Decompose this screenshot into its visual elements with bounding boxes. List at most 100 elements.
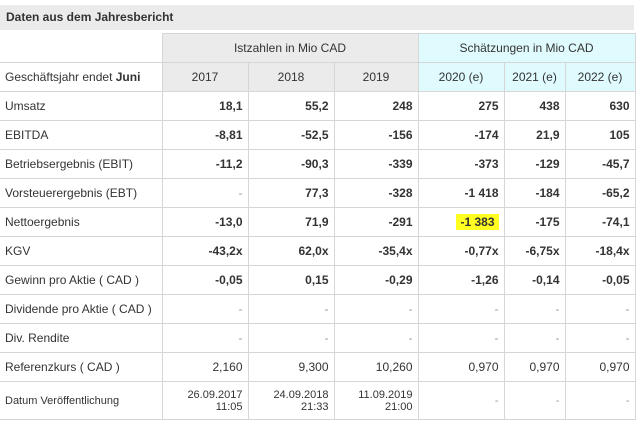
- year-header: 2022 (e): [564, 62, 636, 92]
- row-label: Umsatz: [0, 91, 163, 121]
- cell-value: 105: [564, 120, 636, 150]
- cell-value: -0,05: [564, 265, 636, 295]
- cell-value: -1 418: [417, 178, 505, 208]
- highlighted-value: -1 383: [456, 214, 499, 230]
- row-label: Referenzkurs ( CAD ): [0, 352, 163, 382]
- cell-value: -328: [333, 178, 419, 208]
- fiscal-month: Juni: [115, 70, 141, 84]
- cell-value: -184: [503, 178, 566, 208]
- header-empty: [0, 33, 163, 63]
- section-title: Daten aus dem Jahresbericht: [0, 5, 634, 30]
- cell-value: 248: [333, 91, 419, 121]
- cell-value: 24.09.2018 21:33: [247, 381, 335, 420]
- cell-value: 0,970: [417, 352, 505, 382]
- cell-value: -0,14: [503, 265, 566, 295]
- fiscal-label-text: Geschäftsjahr endet: [5, 70, 116, 84]
- table-row: Dividende pro Aktie ( CAD ) - - - - - -: [0, 294, 636, 324]
- cell-value: -: [333, 323, 419, 353]
- cell-value: -291: [333, 207, 419, 237]
- cell-value: -: [161, 294, 249, 324]
- cell-value: -: [161, 178, 249, 208]
- date-part: 21:00: [384, 400, 413, 413]
- cell-value: -18,4x: [564, 236, 636, 266]
- cell-value: -0,05: [161, 265, 249, 295]
- cell-value: 438: [503, 91, 566, 121]
- row-label: Vorsteuerergebnis (EBT): [0, 178, 163, 208]
- year-header: 2018: [247, 62, 335, 92]
- row-label: Datum Veröffentlichung: [0, 381, 163, 420]
- year-header: 2019: [333, 62, 419, 92]
- year-header: 2021 (e): [503, 62, 566, 92]
- cell-value: 10,260: [333, 352, 419, 382]
- table-row: Vorsteuerergebnis (EBT) -77,3 -328 -1 418 -1…: [0, 178, 636, 208]
- cell-value: -43,2x: [161, 236, 249, 266]
- row-label: Gewinn pro Aktie ( CAD ): [0, 265, 163, 295]
- cell-value: -11,2: [161, 149, 249, 179]
- cell-value: -1 383: [417, 207, 505, 237]
- cell-value: -35,4x: [333, 236, 419, 266]
- cell-value: 21,9: [503, 120, 566, 150]
- cell-value: -65,2: [564, 178, 636, 208]
- table-row: Div. Rendite - - - - - -: [0, 323, 636, 353]
- cell-value: -74,1: [564, 207, 636, 237]
- table-row: Referenzkurs ( CAD ) 2,160 9,300 10,260 0,97…: [0, 352, 636, 382]
- cell-value: 2,160: [161, 352, 249, 382]
- date-part: 21:33: [300, 400, 329, 413]
- cell-value: -: [503, 381, 566, 420]
- cell-value: -: [247, 323, 335, 353]
- cell-value: 71,9: [247, 207, 335, 237]
- table-row: Umsatz 18,1 55,2 248 275 438 630: [0, 91, 636, 121]
- cell-value: -175: [503, 207, 566, 237]
- cell-value: -1,26: [417, 265, 505, 295]
- cell-value: -: [503, 294, 566, 324]
- cell-value: -373: [417, 149, 505, 179]
- row-label: KGV: [0, 236, 163, 266]
- row-label: Betriebsergebnis (EBIT): [0, 149, 163, 179]
- table-row: Betriebsergebnis (EBIT) -11,2 -90,3 -339 -37…: [0, 149, 636, 179]
- cell-value: -: [161, 323, 249, 353]
- cell-value: -45,7: [564, 149, 636, 179]
- cell-value: -: [417, 381, 505, 420]
- cell-value: -: [564, 381, 636, 420]
- cell-value: 55,2: [247, 91, 335, 121]
- cell-value: 630: [564, 91, 636, 121]
- cell-value: -: [333, 294, 419, 324]
- date-part: 24.09.2018: [273, 388, 329, 401]
- cell-value: 26.09.2017 11:05: [161, 381, 249, 420]
- cell-value: -: [417, 294, 505, 324]
- cell-value: -52,5: [247, 120, 335, 150]
- cell-value: -: [417, 323, 505, 353]
- cell-value: -: [564, 323, 636, 353]
- cell-value: -: [247, 294, 335, 324]
- cell-value: -0,77x: [417, 236, 505, 266]
- cell-value: 11.09.2019 21:00: [333, 381, 419, 420]
- annual-report-table: Istzahlen in Mio CAD Schätzungen in Mio …: [0, 33, 636, 420]
- date-part: 26.09.2017: [187, 388, 243, 401]
- date-part: 11:05: [215, 400, 243, 413]
- cell-value: -8,81: [161, 120, 249, 150]
- row-label: Nettoergebnis: [0, 207, 163, 237]
- cell-value: 18,1: [161, 91, 249, 121]
- cell-value: 77,3: [247, 178, 335, 208]
- cell-value: 0,970: [503, 352, 566, 382]
- year-header: 2017: [161, 62, 249, 92]
- cell-value: -90,3: [247, 149, 335, 179]
- cell-value: 0,970: [564, 352, 636, 382]
- row-label: Div. Rendite: [0, 323, 163, 353]
- cell-value: -156: [333, 120, 419, 150]
- cell-value: -: [503, 323, 566, 353]
- cell-value: -: [564, 294, 636, 324]
- date-part: 11.09.2019: [358, 388, 413, 401]
- cell-value: -6,75x: [503, 236, 566, 266]
- table-row: KGV -43,2x 62,0x -35,4x -0,77x -6,75x -18,4x: [0, 236, 636, 266]
- table-row: EBITDA -8,81 -52,5 -156 -174 21,9 105: [0, 120, 636, 150]
- group-estimate: Schätzungen in Mio CAD: [417, 33, 636, 63]
- cell-value: -129: [503, 149, 566, 179]
- cell-value: 62,0x: [247, 236, 335, 266]
- table-row: Gewinn pro Aktie ( CAD ) -0,05 0,15 -0,29 -1…: [0, 265, 636, 295]
- cell-value: -0,29: [333, 265, 419, 295]
- cell-value: 9,300: [247, 352, 335, 382]
- cell-value: -174: [417, 120, 505, 150]
- row-label: EBITDA: [0, 120, 163, 150]
- table-row: Datum Veröffentlichung 26.09.2017 11:05 24.…: [0, 381, 636, 420]
